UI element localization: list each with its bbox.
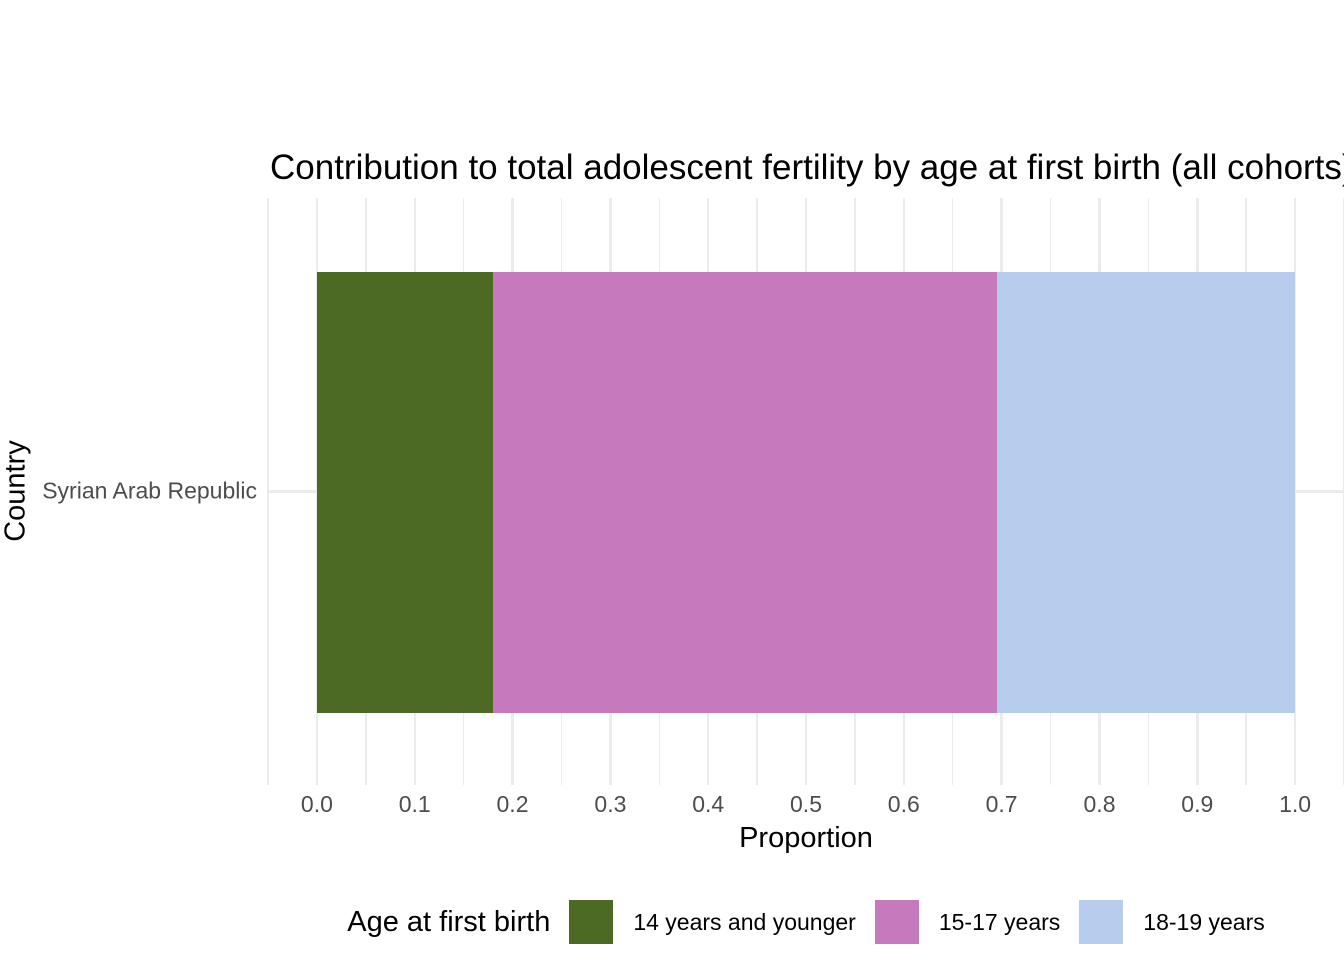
legend-item: 14 years and younger: [569, 900, 856, 944]
legend-swatch-icon: [569, 900, 614, 944]
legend-title: Age at first birth: [347, 905, 551, 938]
bar-segment-15-17-years: [493, 272, 997, 713]
x-tick-label: 0.6: [887, 791, 920, 817]
x-tick-label: 0.9: [1181, 791, 1214, 817]
x-tick-label: 0.5: [790, 791, 822, 817]
x-tick-label: 0.0: [300, 791, 333, 817]
legend-item-label: 15-17 years: [938, 908, 1061, 935]
bar-segment-18-19-years: [996, 272, 1295, 713]
x-tick-label: 0.3: [594, 791, 627, 817]
legend-swatch-icon: [1079, 900, 1124, 944]
x-axis-title: Proportion: [739, 822, 873, 854]
x-tick-label: 1.0: [1279, 791, 1312, 817]
legend-item-label: 14 years and younger: [633, 908, 856, 935]
plot-panel: [267, 198, 1344, 785]
legend: Age at first birth 14 years and younger 1…: [268, 896, 1344, 948]
x-tick-label: 0.8: [1083, 791, 1116, 817]
legend-item: 18-19 years: [1079, 900, 1265, 944]
x-tick-label: 0.1: [398, 791, 431, 817]
legend-item-label: 18-19 years: [1143, 908, 1265, 935]
x-tick-label: 0.2: [496, 791, 529, 817]
legend-item: 15-17 years: [874, 900, 1061, 944]
stacked-bar: [268, 272, 1344, 713]
bar-segment-14-years-and-younger: [316, 272, 493, 713]
y-category-label: Syrian Arab Republic: [42, 477, 257, 504]
x-tick-label: 0.7: [985, 791, 1018, 817]
legend-swatch-icon: [874, 900, 919, 944]
chart-title: Contribution to total adolescent fertili…: [270, 148, 1344, 187]
x-tick-label: 0.4: [692, 791, 725, 817]
